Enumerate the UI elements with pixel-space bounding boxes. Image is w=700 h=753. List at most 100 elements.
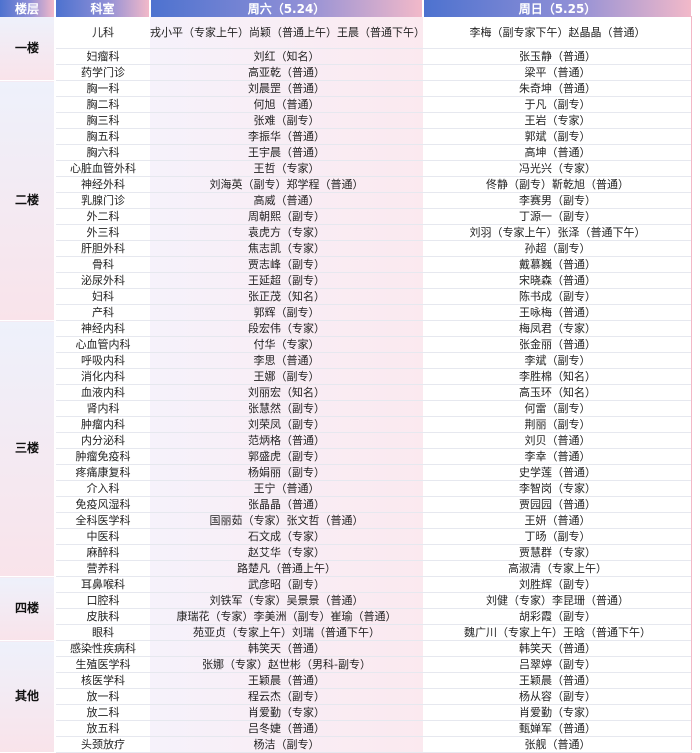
sunday-doctors: 梅凤君（专家） [423,320,692,337]
department-name: 营养科 [55,560,150,577]
sunday-doctors: 佟静（副专）靳乾旭（普通） [423,176,692,193]
department-name: 头颈放疗 [55,736,150,753]
saturday-doctors: 刘荣凤（副专） [150,416,423,433]
department-name: 药学门诊 [55,64,150,81]
table-row: 一楼 儿科 戎小平（专家上午）尚颖（普通上午）王晨（普通下午） 李梅（副专家下午）赵晶… [0,17,692,81]
department-name: 放一科 [55,688,150,705]
saturday-doctors: 付华（专家） [150,336,423,353]
department-name: 神经外科 [55,176,150,193]
saturday-doctors: 吕冬婕（普通） [150,720,423,737]
saturday-doctors: 王哲（专家） [150,160,423,177]
department-name: 心脏血管外科 [55,160,150,177]
table-row: 肿瘤内科 刘荣凤（副专） 荆丽（副专） [0,416,692,433]
header-floor: 楼层 [0,0,56,17]
sunday-doctors: 高玉环（知名） [423,384,692,401]
table-row: 心血管内科 付华（专家） 张金丽（普通） [0,336,692,353]
saturday-doctors: 张娜（专家）赵世彬（男科-副专） [150,656,423,673]
sunday-doctors: 刘羽（专家上午）张泽（普通下午） [423,224,692,241]
sunday-doctors: 丁源一（副专） [423,208,692,225]
table-row: 免疫风湿科 张晶晶（普通） 贾园园（普通） [0,496,692,513]
saturday-doctors: 刘铁军（专家）吴景景（普通） [150,592,423,609]
table-row: 全科医学科 国丽茹（专家）张文哲（普通） 王妍（普通） [0,512,692,529]
department-name: 呼吸内科 [55,352,150,369]
department-name: 内分泌科 [55,432,150,449]
sunday-doctors: 贾园园（普通） [423,496,692,513]
department-name: 外二科 [55,208,150,225]
table-row: 胸二科 何旭（普通） 于凡（副专） [0,96,692,113]
saturday-doctors: 程云杰（副专） [150,688,423,705]
sunday-doctors: 吕翠婷（副专） [423,656,692,673]
sunday-doctors: 朱奇坤（普通） [423,80,692,97]
saturday-doctors: 王宁（普通） [150,480,423,497]
saturday-doctors: 肖爱勤（专家） [150,704,423,721]
sunday-doctors: 戴慕巍（普通） [423,256,692,273]
table-row: 妇科 张正茂（知名） 陈书成（副专） [0,288,692,305]
table-row: 胸六科 王宇晨（普通） 高坤（普通） [0,144,692,161]
saturday-doctors: 杨洁（副专） [150,736,423,753]
saturday-doctors: 周朝熙（副专） [150,208,423,225]
department-name: 骨科 [55,256,150,273]
department-name: 皮肤科 [55,608,150,625]
department-name: 泌尿外科 [55,272,150,289]
department-name: 心血管内科 [55,336,150,353]
department-name: 消化内科 [55,368,150,385]
sunday-doctors: 贾慧群（专家） [423,544,692,561]
department-name: 肿瘤免疫科 [55,448,150,465]
sunday-doctors: 王妍（普通） [423,512,692,529]
department-name: 外三科 [55,224,150,241]
sunday-doctors: 王咏梅（普通） [423,304,692,321]
schedule-body: 一楼 儿科 戎小平（专家上午）尚颖（普通上午）王晨（普通下午） 李梅（副专家下午）赵晶… [0,17,692,753]
saturday-doctors: 王延超（副专） [150,272,423,289]
sunday-doctors: 何雷（副专） [423,400,692,417]
table-row: 介入科 王宁（普通） 李智岗（专家） [0,480,692,497]
department-name: 妇瘤科 [55,48,150,65]
table-row: 其他 感染性疾病科 韩笑天（普通） 韩笑天（普通） [0,640,692,753]
saturday-doctors: 刘晨罡（普通） [150,80,423,97]
department-name: 放二科 [55,704,150,721]
table-row: 头颈放疗 杨洁（副专） 张舰（普通） [0,736,692,753]
sunday-doctors: 李赛男（副专） [423,192,692,209]
sunday-doctors: 胡彩霞（副专） [423,608,692,625]
sunday-doctors: 史学莲（普通） [423,464,692,481]
department-name: 核医学科 [55,672,150,689]
saturday-doctors: 张晶晶（普通） [150,496,423,513]
table-row: 骨科 贾志峰（副专） 戴慕巍（普通） [0,256,692,273]
department-name: 神经内科 [55,320,150,337]
sunday-doctors: 李胜棉（知名） [423,368,692,385]
sunday-doctors: 李幸（普通） [423,448,692,465]
sunday-doctors: 甄婵军（普通） [423,720,692,737]
table-row: 呼吸内科 李思（普通） 李斌（副专） [0,352,692,369]
sunday-doctors: 刘健（专家）李昆珊（普通） [423,592,692,609]
floor-label: 二楼 [0,80,56,321]
saturday-doctors: 贾志峰（副专） [150,256,423,273]
saturday-doctors: 武彦昭（副专） [150,576,423,593]
department-name: 肿瘤内科 [55,416,150,433]
table-row: 神经外科 刘海英（副专）郑学程（普通） 佟静（副专）靳乾旭（普通） [0,176,692,193]
table-row: 口腔科 刘铁军（专家）吴景景（普通） 刘健（专家）李昆珊（普通） [0,592,692,609]
department-name: 中医科 [55,528,150,545]
table-row: 肝胆外科 焦志凯（专家） 孙超（副专） [0,240,692,257]
saturday-doctors: 王娜（副专） [150,368,423,385]
sunday-doctors: 王颖晨（普通） [423,672,692,689]
table-row: 核医学科 王颖晨（普通） 王颖晨（普通） [0,672,692,689]
sunday-doctors: 韩笑天（普通） [423,640,692,657]
table-row: 疼痛康复科 杨娟丽（副专） 史学莲（普通） [0,464,692,481]
floor-label: 其他 [0,640,56,753]
saturday-doctors: 路楚凡（普通上午） [150,560,423,577]
saturday-doctors: 高亚乾（普通） [150,64,423,81]
sunday-doctors: 张金丽（普通） [423,336,692,353]
saturday-doctors: 刘丽宏（知名） [150,384,423,401]
sunday-doctors: 刘贝（普通） [423,432,692,449]
saturday-doctors: 刘红（知名） [150,48,423,65]
sunday-doctors: 李智岗（专家） [423,480,692,497]
floor-label: 一楼 [0,17,56,81]
department-name: 胸三科 [55,112,150,129]
saturday-doctors: 高威（普通） [150,192,423,209]
sunday-doctors: 荆丽（副专） [423,416,692,433]
floor-label: 四楼 [0,576,56,641]
department-name: 肾内科 [55,400,150,417]
sunday-doctors: 肖爱勤（专家） [423,704,692,721]
saturday-doctors: 刘海英（副专）郑学程（普通） [150,176,423,193]
